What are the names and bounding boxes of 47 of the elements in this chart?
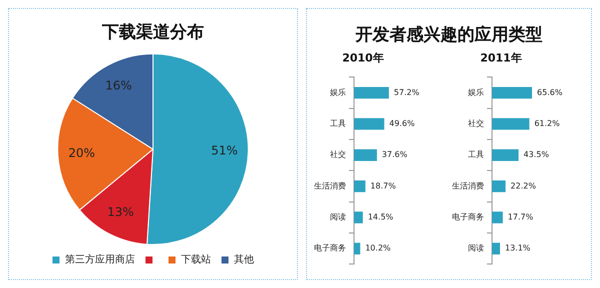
bar (354, 180, 366, 192)
data-label: 10.2% (365, 244, 392, 253)
y-tick-label: 工具 (330, 119, 346, 128)
legend-label: 下载站 (181, 254, 211, 266)
data-label: 43.5% (524, 150, 550, 160)
y-tick-label: 阅读 (468, 244, 484, 253)
data-label: 13.1% (504, 244, 531, 253)
data-label: 18.7% (370, 181, 396, 190)
data-label: 22.2% (510, 181, 536, 190)
bar (492, 149, 519, 161)
y-tick-label: 娱乐 (330, 88, 346, 97)
y-tick-label: 生活消费 (314, 181, 346, 190)
y-tick-label: 阅读 (330, 212, 346, 222)
data-label: 13% (107, 205, 134, 220)
data-label: 17.7% (508, 212, 534, 222)
data-label: 14.5% (368, 212, 394, 222)
legend-label: 第三方应用商店 (65, 254, 135, 266)
bar (354, 118, 384, 130)
data-label: 16% (105, 78, 132, 93)
y-tick-label: 工具 (468, 150, 484, 160)
data-label: 57.2% (394, 88, 420, 97)
y-tick-label: 生活消费 (452, 181, 484, 190)
data-label: 61.2% (534, 119, 560, 128)
legend-label: 其他 (234, 254, 254, 266)
y-tick-label: 电子商务 (314, 244, 346, 253)
y-tick-label: 社交 (330, 150, 346, 160)
y-tick-label: 社交 (468, 119, 484, 128)
bar (492, 118, 530, 130)
text: 开发者感兴趣的应用类型 (354, 24, 544, 46)
chart-title: 2011年 (480, 51, 522, 64)
bar (354, 149, 377, 161)
data-label: 65.6% (537, 88, 563, 97)
y-tick-label: 娱乐 (468, 88, 484, 97)
bar (492, 212, 503, 224)
bar (354, 242, 360, 254)
data-label: 20% (68, 146, 95, 160)
chart-subtitle: 2010年 (342, 51, 384, 64)
bar (492, 242, 500, 254)
bar (354, 86, 389, 99)
data-label: 37.6% (382, 150, 408, 160)
y-tick-label: 电子商务 (452, 212, 484, 222)
bar (492, 180, 506, 192)
chart-title: 下载渠道分布 (101, 22, 204, 43)
data-label: 51% (211, 144, 238, 158)
data-label: 49.6% (389, 119, 416, 128)
bar (354, 212, 363, 224)
bar (492, 86, 532, 99)
